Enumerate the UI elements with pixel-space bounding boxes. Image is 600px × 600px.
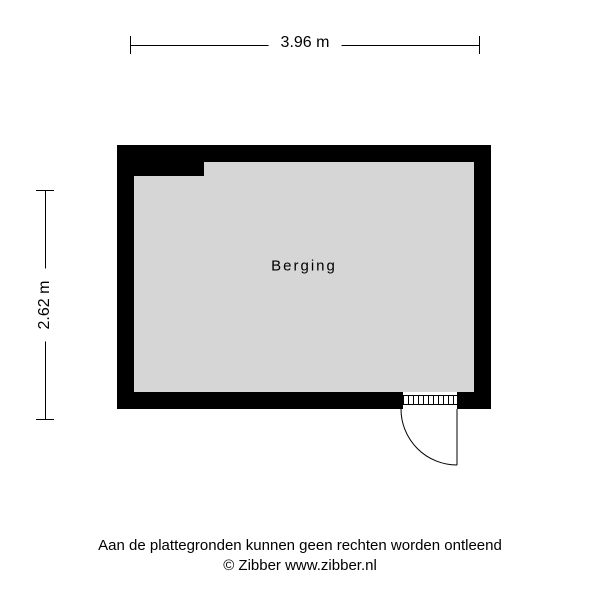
footer-disclaimer: Aan de plattegronden kunnen geen rechten… (0, 536, 600, 556)
floorplan-canvas: 3.96 m 2.62 m Berging Aan de plattegrond… (0, 0, 600, 600)
floorplan-wall-notch (134, 162, 204, 176)
footer-copyright: © Zibber www.zibber.nl (0, 556, 600, 576)
room-label: Berging (271, 257, 337, 274)
floorplan-interior: Berging (134, 162, 474, 392)
dimension-height: 2.62 m (30, 190, 60, 420)
footer: Aan de plattegronden kunnen geen rechten… (0, 536, 600, 577)
door-threshold (403, 395, 457, 405)
door-jamb-right (457, 392, 461, 409)
dimension-width-label: 3.96 m (269, 34, 342, 52)
dimension-height-tick-top (36, 190, 54, 191)
door-swing-arc (400, 409, 520, 489)
dimension-height-label: 2.62 m (36, 269, 54, 342)
dimension-width-tick-left (130, 36, 131, 54)
door-opening (399, 392, 461, 409)
dimension-height-tick-bottom (36, 419, 54, 420)
dimension-width-tick-right (479, 36, 480, 54)
floorplan-outer-wall: Berging (117, 145, 491, 409)
dimension-width: 3.96 m (130, 30, 480, 60)
